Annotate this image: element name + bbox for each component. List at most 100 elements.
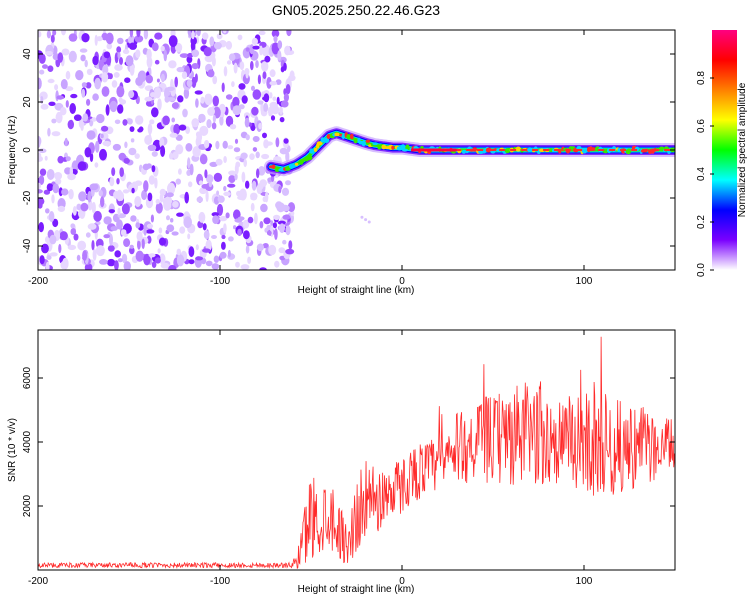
spectrogram-noise-blob	[134, 196, 142, 207]
spectrogram-noise-blob	[241, 95, 248, 104]
spectrogram-noise-blob	[103, 234, 110, 239]
spectrogram-noise-blob	[175, 42, 183, 53]
spectrogram-noise-blob	[38, 182, 41, 189]
spectrogram-y-tick-label: -40	[22, 238, 33, 253]
spectrogram-noise-blob	[129, 126, 135, 132]
spectrogram-noise-blob	[148, 175, 156, 185]
spectrogram-noise-blob	[196, 132, 203, 143]
spectrogram-noise-blob	[51, 118, 57, 124]
spectrogram-noise-blob	[287, 202, 296, 213]
spectrogram-noise-blob	[38, 136, 41, 148]
spectrogram-noise-blob	[122, 49, 130, 55]
signal-track-blob	[299, 159, 305, 164]
spectrogram-noise-blob	[43, 189, 51, 195]
signal-track-blob	[271, 164, 276, 170]
spectrogram-noise-blob	[282, 214, 291, 220]
spectrogram-noise-blob	[223, 223, 227, 234]
spectrogram-noise-blob	[117, 37, 124, 45]
colorbar-tick-label: 0.2	[696, 215, 707, 229]
spectrogram-noise-blob	[198, 211, 206, 223]
spectrogram-noise-blob	[198, 180, 203, 185]
spectrogram-noise-blob	[233, 62, 238, 74]
spectrogram-noise-blob	[46, 255, 52, 260]
spectrogram-noise-blob	[118, 191, 125, 201]
spectrogram-noise-blob	[166, 215, 170, 221]
spectrogram-noise	[38, 30, 371, 270]
spectrogram-noise-blob	[273, 214, 281, 221]
spectrogram-noise-blob	[81, 33, 90, 43]
spectrogram-noise-blob	[160, 262, 170, 269]
spectrogram-noise-blob	[280, 204, 290, 212]
spectrogram-noise-blob	[179, 53, 189, 58]
spectrogram-noise-blob	[279, 106, 283, 115]
spectrogram-noise-blob	[199, 187, 208, 195]
spectrogram-noise-blob	[174, 76, 178, 88]
spectrogram-noise-blob	[252, 45, 260, 50]
spectrogram-noise-blob	[69, 103, 76, 114]
spectrogram-noise-blob	[73, 114, 82, 121]
spectrogram-x-tick-label: -200	[28, 276, 48, 287]
spectrogram-noise-blob	[38, 175, 45, 185]
spectrogram-noise-blob	[121, 203, 130, 215]
spectrogram-noise-blob	[54, 84, 59, 91]
spectrogram-noise-blob	[239, 61, 245, 70]
signal-track-blob	[401, 148, 409, 152]
spectrogram-noise-blob	[176, 212, 184, 217]
spectrogram-noise-blob	[156, 78, 160, 83]
signal-track-blob	[353, 138, 358, 144]
spectrogram-y-tick-label: -20	[22, 190, 33, 205]
spectrogram-noise-blob	[93, 210, 102, 222]
spectrogram-noise-blob	[143, 224, 147, 236]
spectrogram-noise-blob	[191, 63, 199, 70]
spectrogram-noise-blob	[141, 189, 148, 201]
spectrogram-noise-blob	[199, 125, 209, 136]
snr-x-tick-label: 0	[399, 576, 405, 587]
spectrogram-noise-blob	[136, 231, 143, 242]
spectrogram-noise-blob	[144, 96, 153, 102]
signal-track-blob	[313, 147, 318, 152]
spectrogram-noise-blob	[145, 85, 151, 91]
spectrogram-noise-blob	[117, 104, 124, 114]
spectrogram-noise-blob	[186, 79, 193, 88]
spectrogram-noise-blob	[120, 229, 127, 236]
spectrogram-noise-blob	[255, 60, 259, 69]
spectrogram-noise-blob	[110, 226, 118, 231]
spectrogram-noise-blob	[138, 126, 144, 132]
spectrogram-noise-blob	[144, 135, 153, 145]
spectrogram-noise-blob	[289, 70, 295, 80]
spectrogram-noise-blob	[47, 127, 51, 137]
spectrogram-noise-blob	[213, 255, 220, 263]
spectrogram-noise-blob	[203, 47, 212, 57]
spectrogram-noise-blob	[192, 146, 201, 158]
spectrogram-noise-blob	[102, 64, 109, 75]
spectrogram-noise-blob	[135, 222, 141, 229]
spectrogram-noise-blob	[194, 73, 198, 83]
spectrogram-noise-blob	[233, 225, 237, 230]
spectrogram-noise-blob	[143, 253, 151, 266]
spectrogram-noise-blob	[124, 141, 128, 149]
spectrogram-noise-blob	[188, 259, 195, 265]
spectrogram-noise-blob	[82, 113, 89, 122]
spectrogram-noise-blob	[262, 243, 269, 249]
spectrogram-noise-blob	[262, 61, 268, 71]
spectrogram-noise-blob	[44, 155, 48, 161]
spectrogram-noise-blob	[65, 156, 71, 162]
spectrogram-noise-blob	[42, 64, 48, 69]
signal-track-blob	[361, 140, 366, 147]
spectrogram-noise-blob	[145, 74, 153, 84]
spectrogram-noise-blob	[266, 77, 272, 89]
spectrogram-noise-blob	[261, 153, 270, 160]
signal-track-blob	[625, 148, 632, 155]
spectrogram-noise-blob	[227, 249, 231, 258]
spectrogram-noise-blob	[256, 243, 264, 252]
spectrogram-noise-blob	[279, 147, 288, 155]
spectrogram-noise-blob	[48, 101, 56, 107]
spectrogram-x-tick-label: -100	[210, 276, 230, 287]
spectrogram-noise-blob	[171, 117, 175, 123]
spectrogram-noise-blob	[201, 184, 209, 189]
spectrogram-noise-blob	[96, 36, 103, 42]
spectrogram-noise-blob	[58, 243, 62, 254]
spectrogram-noise-blob	[45, 51, 53, 56]
spectrogram-noise-blob	[238, 83, 246, 90]
spectrogram-noise-blob	[262, 196, 267, 203]
